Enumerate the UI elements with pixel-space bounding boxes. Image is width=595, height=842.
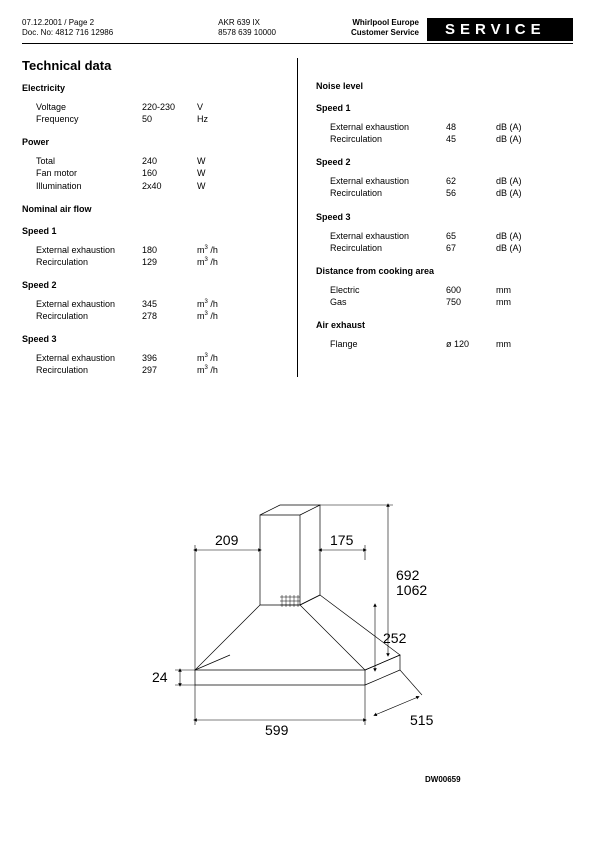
row-s3-rec: Recirculation297m3 /h	[22, 364, 279, 376]
distance-heading: Distance from cooking area	[316, 266, 573, 276]
row-n1-rec: Recirculation45dB (A)	[316, 133, 573, 145]
hood-diagram: 209 175 692 1062 24 599 252 515	[140, 495, 470, 777]
row-s1-rec: Recirculation129m3 /h	[22, 256, 279, 268]
noise-s2-heading: Speed 2	[316, 157, 573, 167]
dim-515: 515	[410, 712, 434, 728]
row-fanmotor: Fan motor160W	[22, 167, 279, 179]
exhaust-heading: Air exhaust	[316, 320, 573, 330]
header-mid: AKR 639 IX 8578 639 10000	[218, 18, 276, 37]
doc-no: Doc. No: 4812 716 12986	[22, 28, 113, 38]
noise-heading: Noise level	[316, 81, 573, 91]
row-illum: Illumination2x40W	[22, 180, 279, 192]
service-bar: SERVICE	[427, 18, 573, 41]
dim-209: 209	[215, 532, 239, 548]
electricity-heading: Electricity	[22, 83, 279, 93]
drawing-number: DW00659	[425, 775, 461, 784]
dim-692: 692	[396, 567, 420, 583]
partno: 8578 639 10000	[218, 28, 276, 38]
row-s2-ext: External exhaustion345m3 /h	[22, 298, 279, 310]
row-voltage: Voltage220-230V	[22, 101, 279, 113]
speed1-heading: Speed 1	[22, 226, 279, 236]
row-total: Total240W	[22, 155, 279, 167]
content: Technical data Electricity Voltage220-23…	[0, 44, 595, 377]
speed2-heading: Speed 2	[22, 280, 279, 290]
row-dist-elec: Electric600mm	[316, 284, 573, 296]
dim-1062: 1062	[396, 582, 427, 598]
date-page: 07.12.2001 / Page 2	[22, 18, 113, 28]
row-s3-ext: External exhaustion396m3 /h	[22, 352, 279, 364]
model: AKR 639 IX	[218, 18, 276, 28]
row-s2-rec: Recirculation278m3 /h	[22, 310, 279, 322]
airflow-heading: Nominal air flow	[22, 204, 279, 214]
power-heading: Power	[22, 137, 279, 147]
dim-599: 599	[265, 722, 289, 738]
noise-s1-heading: Speed 1	[316, 103, 573, 113]
header-left: 07.12.2001 / Page 2 Doc. No: 4812 716 12…	[22, 18, 113, 37]
right-column: Noise level Speed 1 External exhaustion4…	[297, 58, 573, 377]
row-s1-ext: External exhaustion180m3 /h	[22, 244, 279, 256]
left-column: Technical data Electricity Voltage220-23…	[22, 58, 297, 377]
row-n3-ext: External exhaustion65dB (A)	[316, 230, 573, 242]
row-n3-rec: Recirculation67dB (A)	[316, 242, 573, 254]
header-right: Whirlpool Europe Customer Service SERVIC…	[351, 18, 573, 41]
brand: Whirlpool Europe	[351, 18, 419, 28]
noise-s3-heading: Speed 3	[316, 212, 573, 222]
diagram-svg: 209 175 692 1062 24 599 252 515	[140, 495, 470, 775]
row-n1-ext: External exhaustion48dB (A)	[316, 121, 573, 133]
speed3-heading: Speed 3	[22, 334, 279, 344]
page-title: Technical data	[22, 58, 279, 73]
row-flange: Flangeø 120mm	[316, 338, 573, 350]
row-n2-rec: Recirculation56dB (A)	[316, 187, 573, 199]
dim-24: 24	[152, 669, 168, 685]
dim-252: 252	[383, 630, 407, 646]
row-dist-gas: Gas750mm	[316, 296, 573, 308]
dept: Customer Service	[351, 28, 419, 38]
row-frequency: Frequency50Hz	[22, 113, 279, 125]
page-header: 07.12.2001 / Page 2 Doc. No: 4812 716 12…	[0, 0, 595, 41]
row-n2-ext: External exhaustion62dB (A)	[316, 175, 573, 187]
dim-175: 175	[330, 532, 354, 548]
